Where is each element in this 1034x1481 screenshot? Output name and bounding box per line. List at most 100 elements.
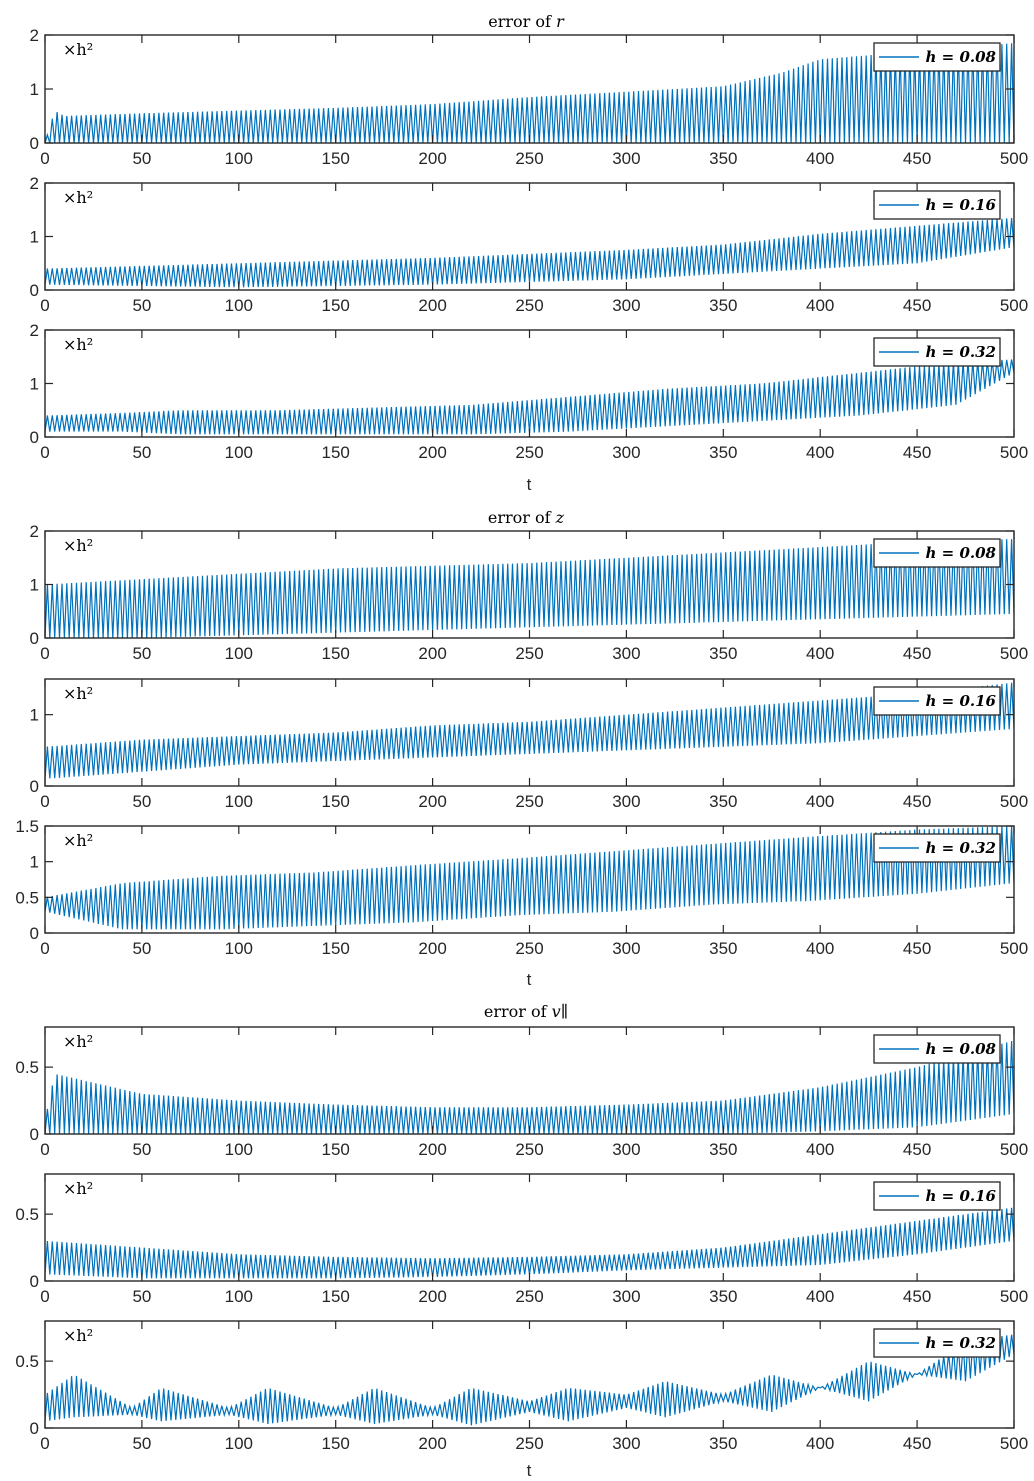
x-tick-label: 300 — [612, 644, 640, 663]
x-tick-label: 300 — [612, 1287, 640, 1306]
x-tick-label: 350 — [709, 1434, 737, 1453]
x-tick-label: 200 — [418, 939, 446, 958]
x-tick-label: 300 — [612, 792, 640, 811]
panel-9: 0 50 100 150 200 250 300 350 400 450 500 0 0.5 ×h² h =… — [15, 1320, 1028, 1453]
series-line — [45, 826, 1014, 930]
x-tick-label: 350 — [709, 443, 737, 462]
x-tick-label: 200 — [418, 1287, 446, 1306]
legend: h = 0.08 — [873, 538, 1001, 568]
title-error-of-v-parallel: error of v∥ — [484, 1002, 568, 1021]
x-tick-label: 50 — [132, 296, 151, 315]
scale-factor-label: ×h² — [63, 831, 93, 850]
x-tick-label: 150 — [322, 939, 350, 958]
x-tick-label: 250 — [515, 149, 543, 168]
scale-factor-label: ×h² — [63, 1179, 93, 1198]
scale-factor-label: ×h² — [63, 40, 93, 59]
axes-box — [44, 329, 1015, 438]
x-tick-label: 350 — [709, 149, 737, 168]
legend: h = 0.32 — [873, 833, 1001, 863]
title-error-of-r: error of r — [488, 12, 565, 31]
x-tick-label: 50 — [132, 792, 151, 811]
x-tick-label: 50 — [132, 939, 151, 958]
x-tick-label: 100 — [225, 149, 253, 168]
y-tick-label: 0 — [30, 1125, 39, 1144]
y-tick-label: 0 — [30, 1272, 39, 1291]
x-tick-label: 500 — [1000, 1140, 1028, 1159]
x-tick-label: 500 — [1000, 1434, 1028, 1453]
legend-label: h = 0.08 — [926, 544, 997, 562]
x-tick-label: 300 — [612, 939, 640, 958]
x-tick-label: 150 — [322, 792, 350, 811]
legend-label: h = 0.08 — [926, 48, 997, 66]
legend: h = 0.32 — [873, 337, 1001, 367]
x-tick-label: 450 — [903, 644, 931, 663]
y-tick-label: 1.5 — [15, 817, 39, 836]
y-tick-label: 0 — [30, 281, 39, 300]
title-error-of-z: error of z — [488, 508, 565, 527]
x-tick-label: 350 — [709, 1140, 737, 1159]
legend-label: h = 0.08 — [926, 1040, 997, 1058]
x-tick-label: 50 — [132, 644, 151, 663]
x-tick-label: 400 — [806, 1287, 834, 1306]
legend-label: h = 0.16 — [926, 196, 997, 214]
axes-box — [44, 1173, 1015, 1282]
panel-2: 0 50 100 150 200 250 300 350 400 450 500 0 1 2 ×h² h = … — [30, 174, 1029, 315]
x-tick-label: 400 — [806, 939, 834, 958]
x-tick-label: 400 — [806, 296, 834, 315]
xlabel-group-r: t — [527, 475, 532, 494]
x-tick-label: 0 — [40, 1287, 49, 1306]
scale-factor-label: ×h² — [63, 188, 93, 207]
y-tick-label: 0 — [30, 134, 39, 153]
x-tick-label: 100 — [225, 443, 253, 462]
x-tick-label: 100 — [225, 939, 253, 958]
x-tick-label: 500 — [1000, 1287, 1028, 1306]
x-tick-label: 0 — [40, 644, 49, 663]
x-tick-label: 300 — [612, 443, 640, 462]
legend-label: h = 0.32 — [926, 1334, 996, 1352]
x-tick-label: 100 — [225, 644, 253, 663]
legend-label: h = 0.32 — [926, 839, 996, 857]
x-tick-label: 300 — [612, 1434, 640, 1453]
x-tick-label: 250 — [515, 1287, 543, 1306]
x-tick-label: 450 — [903, 939, 931, 958]
panel-7: 0 50 100 150 200 250 300 350 400 450 500 0 0.5 ×h² h =… — [15, 1026, 1028, 1159]
x-tick-label: 100 — [225, 296, 253, 315]
legend: h = 0.08 — [873, 42, 1001, 72]
panel-5: 0 50 100 150 200 250 300 350 400 450 500 0 1 ×h² h = 0… — [30, 678, 1028, 811]
x-tick-label: 250 — [515, 939, 543, 958]
x-tick-label: 100 — [225, 1140, 253, 1159]
x-tick-label: 250 — [515, 792, 543, 811]
x-tick-label: 500 — [1000, 939, 1028, 958]
y-tick-label: 0.5 — [15, 888, 39, 907]
x-tick-label: 450 — [903, 149, 931, 168]
scale-factor-label: ×h² — [63, 684, 93, 703]
x-tick-label: 0 — [40, 939, 49, 958]
y-tick-label: 0 — [30, 1419, 39, 1438]
legend: h = 0.16 — [873, 1181, 1001, 1211]
x-tick-label: 200 — [418, 1434, 446, 1453]
x-tick-label: 50 — [132, 1434, 151, 1453]
x-tick-label: 250 — [515, 1140, 543, 1159]
axes-box — [44, 182, 1015, 291]
xlabel-group-z: t — [527, 970, 532, 989]
series-line — [45, 1207, 1014, 1279]
y-tick-label: 1 — [30, 706, 39, 725]
legend-label: h = 0.16 — [926, 1187, 997, 1205]
x-tick-label: 150 — [322, 1287, 350, 1306]
panel-6: 0 50 100 150 200 250 300 350 400 450 500 0 0.5 1 1.5 ×h… — [15, 817, 1028, 958]
x-tick-label: 150 — [322, 443, 350, 462]
panel-4: 0 50 100 150 200 250 300 350 400 450 500 0 1 2 ×h² h = … — [30, 522, 1029, 663]
series-line — [45, 359, 1014, 435]
scale-factor-label: ×h² — [63, 536, 93, 555]
x-tick-label: 400 — [806, 644, 834, 663]
x-tick-label: 500 — [1000, 296, 1028, 315]
x-tick-label: 100 — [225, 1287, 253, 1306]
x-tick-label: 0 — [40, 1140, 49, 1159]
x-tick-label: 500 — [1000, 149, 1028, 168]
legend: h = 0.16 — [873, 190, 1001, 220]
x-tick-label: 250 — [515, 1434, 543, 1453]
x-tick-label: 300 — [612, 296, 640, 315]
y-tick-label: 1 — [30, 375, 39, 394]
